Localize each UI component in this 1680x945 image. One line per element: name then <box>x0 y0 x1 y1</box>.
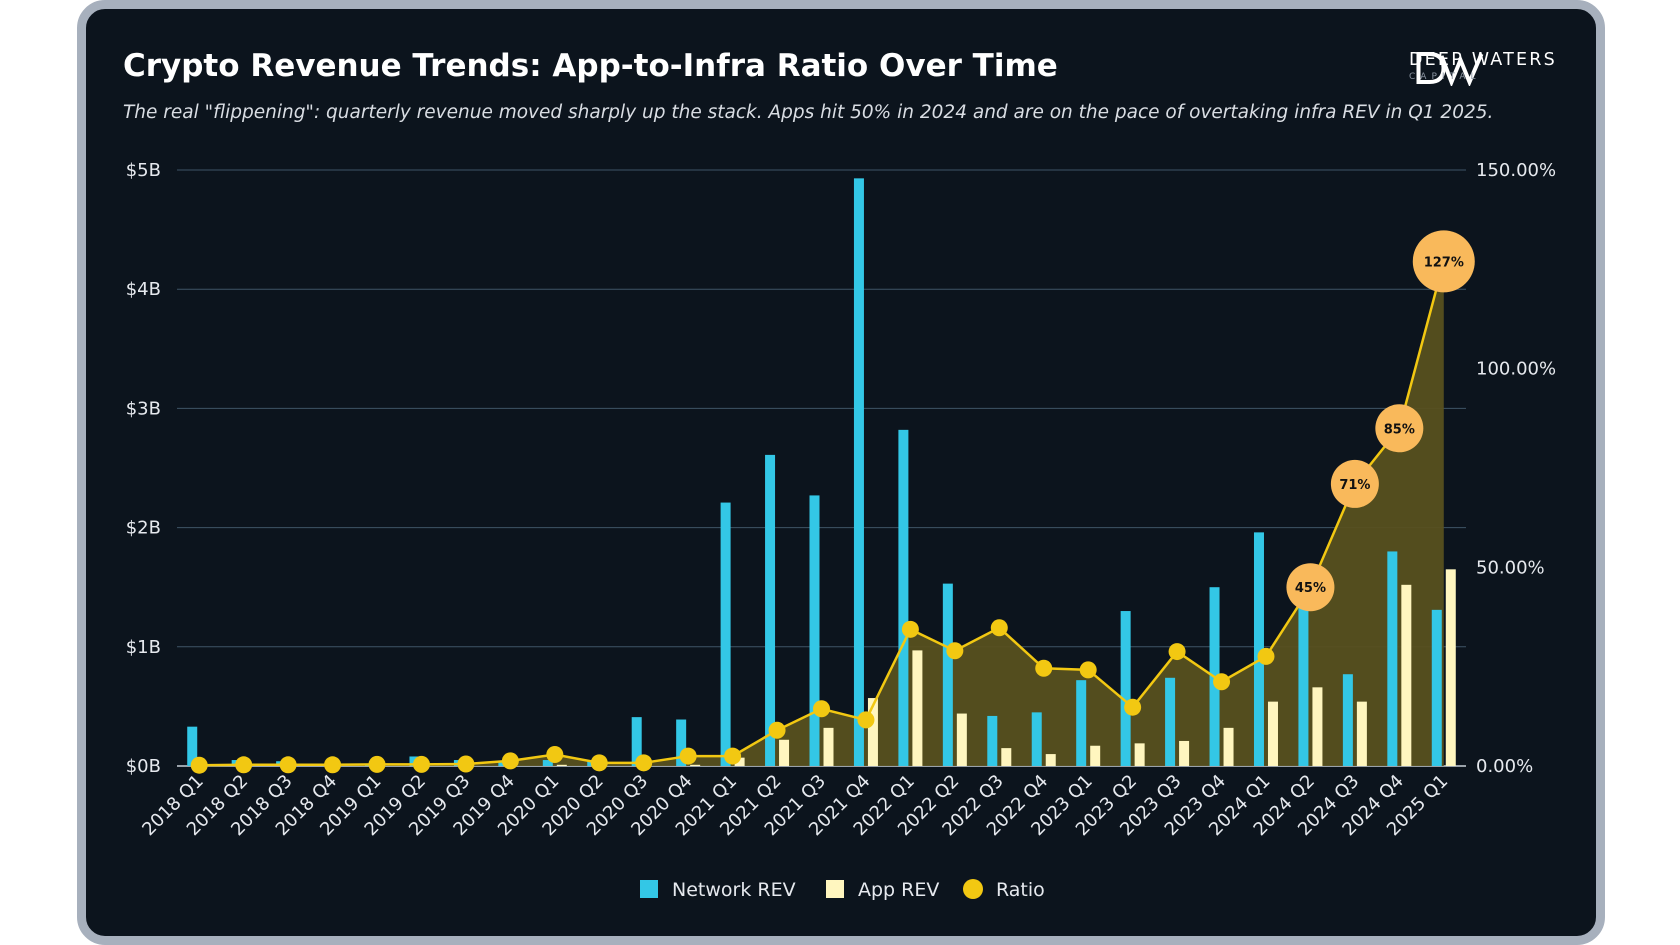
bar-app-rev <box>1179 740 1190 766</box>
ratio-point <box>324 756 342 774</box>
ratio-badge-label: 127% <box>1424 255 1464 270</box>
bar-network-rev <box>765 454 776 766</box>
ratio-badge-label: 85% <box>1384 422 1415 437</box>
ratio-point <box>546 745 564 763</box>
bar-app-rev <box>912 650 923 766</box>
bar-app-rev <box>1134 743 1145 766</box>
brand-logo-icon <box>1416 52 1484 86</box>
bar-app-rev <box>1401 584 1412 766</box>
y-left-tick-label: $1B <box>126 637 161 658</box>
bar-network-rev <box>1165 677 1176 766</box>
ratio-point <box>635 754 653 772</box>
ratio-point <box>1079 661 1097 679</box>
ratio-point <box>768 721 786 739</box>
bar-network-rev <box>987 715 998 766</box>
bar-app-rev <box>734 757 745 766</box>
ratio-point <box>901 620 919 638</box>
bar-network-rev <box>676 719 687 766</box>
chart-title: Crypto Revenue Trends: App-to-Infra Rati… <box>123 48 1058 84</box>
bar-app-rev <box>1090 745 1101 766</box>
ratio-point <box>501 752 519 770</box>
bar-network-rev <box>1342 674 1353 766</box>
bar-network-rev <box>809 495 820 766</box>
bar-app-rev <box>823 727 834 766</box>
bar-app-rev <box>1001 748 1012 766</box>
bar-network-rev <box>898 429 909 766</box>
y-left-tick-label: $3B <box>126 398 161 419</box>
bar-network-rev <box>1387 551 1398 766</box>
y-left-tick-label: $2B <box>126 518 161 539</box>
bar-network-rev <box>1298 593 1309 766</box>
bar-app-rev <box>956 713 967 766</box>
y-left-tick-label: $0B <box>126 756 161 777</box>
y-right-tick-label: 100.00% <box>1476 359 1556 380</box>
legend-label: Network REV <box>672 879 796 901</box>
bar-network-rev <box>942 583 953 766</box>
ratio-point <box>368 755 386 773</box>
ratio-badge-label: 45% <box>1295 581 1326 596</box>
y-right-tick-label: 150.00% <box>1476 160 1556 181</box>
ratio-point <box>857 711 875 729</box>
bar-app-rev <box>1312 687 1323 766</box>
bar-app-rev <box>779 739 790 766</box>
bar-network-rev <box>853 178 864 766</box>
ratio-point <box>813 700 830 718</box>
bar-app-rev <box>1223 727 1234 766</box>
ratio-point <box>235 756 253 774</box>
bar-network-rev <box>1076 680 1087 766</box>
bar-network-rev <box>720 502 731 766</box>
y-right-tick-label: 0.00% <box>1476 756 1533 777</box>
ratio-point <box>457 755 475 773</box>
bar-network-rev <box>1431 609 1442 766</box>
legend-swatch <box>826 880 844 898</box>
legend-swatch <box>640 880 658 898</box>
ratio-badge <box>1286 563 1335 612</box>
ratio-point <box>190 756 208 774</box>
brand-name: DEEP WATERS <box>1409 50 1557 70</box>
ratio-badge <box>1375 404 1424 453</box>
legend-label: Ratio <box>996 879 1045 901</box>
y-left-tick-label: $5B <box>126 160 161 181</box>
bar-app-rev <box>867 698 878 766</box>
bar-app-rev <box>1445 569 1456 766</box>
ratio-point <box>1257 647 1275 665</box>
ratio-point <box>590 754 608 772</box>
ratio-point <box>1035 659 1053 677</box>
ratio-point <box>1124 698 1142 716</box>
ratio-badge <box>1412 230 1475 293</box>
legend-label: App REV <box>858 879 939 901</box>
brand-subname: CAPITAL <box>1409 72 1481 82</box>
bar-network-rev <box>187 726 198 766</box>
ratio-point <box>946 642 964 660</box>
chart-subtitle: The real "flippening": quarterly revenue… <box>123 102 1494 123</box>
ratio-point <box>1213 673 1231 691</box>
bar-app-rev <box>1356 701 1367 766</box>
bar-network-rev <box>1253 532 1264 766</box>
bar-app-rev <box>1045 754 1056 766</box>
ratio-point <box>1168 643 1186 661</box>
ratio-badge-label: 71% <box>1339 478 1370 493</box>
bar-app-rev <box>556 764 567 766</box>
ratio-point <box>990 619 1008 637</box>
bar-app-rev <box>1267 701 1278 766</box>
bars <box>187 178 1456 766</box>
ratio-point <box>679 747 697 765</box>
bar-network-rev <box>1120 611 1131 766</box>
ratio-badge <box>1330 459 1379 508</box>
bar-app-rev <box>690 764 701 766</box>
y-left-tick-label: $4B <box>126 279 161 300</box>
ratio-point <box>412 755 430 773</box>
legend: Network REV App REV Ratio <box>640 879 1045 901</box>
ratio-point <box>279 756 297 774</box>
bar-network-rev <box>631 717 642 766</box>
y-right-tick-label: 50.00% <box>1476 557 1545 578</box>
ratio-badges: 45% 71% 85% 127% <box>1286 230 1475 612</box>
bar-network-rev <box>542 760 553 766</box>
ratio-point <box>724 747 742 765</box>
bar-network-rev <box>1031 712 1042 766</box>
legend-swatch <box>963 879 983 899</box>
